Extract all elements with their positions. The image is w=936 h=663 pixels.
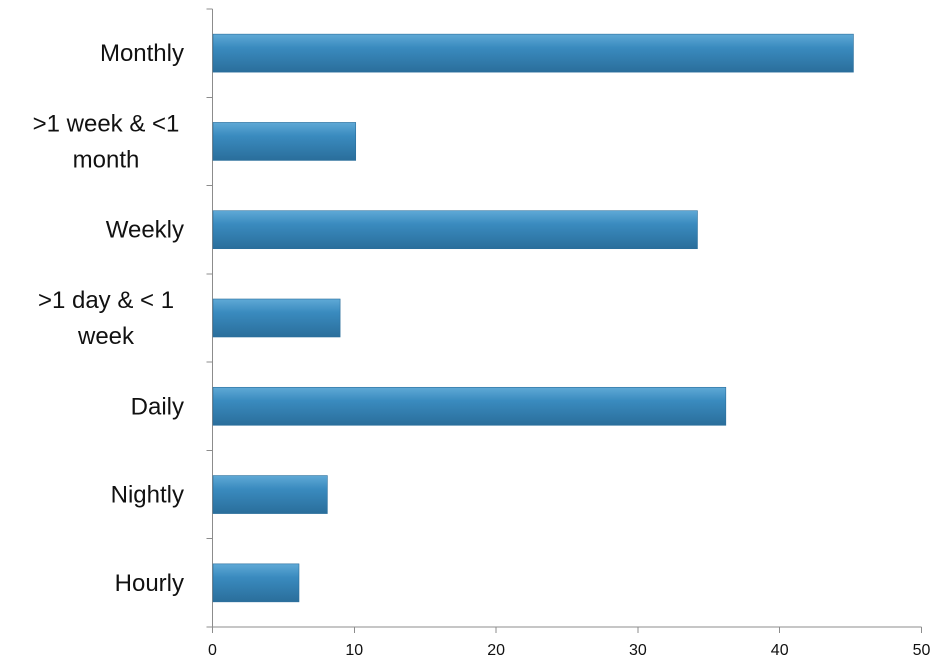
category-label-line: week: [77, 323, 135, 350]
bar: [212, 122, 357, 161]
category-label: >1 day & < 1 week: [38, 287, 174, 350]
category-label: Hourly: [115, 570, 184, 597]
category-label: Monthly: [100, 40, 184, 67]
category-label-line: >1 week & <1: [33, 110, 180, 137]
bar: [212, 298, 341, 338]
bar: [212, 386, 727, 426]
x-tick-label: 0: [208, 642, 217, 659]
category-label: Weekly: [106, 217, 184, 244]
plot-area: 0 10 20 30 40 50 Monthly >1 week & <1 month Weekl…: [33, 8, 931, 659]
category-label-line: Nightly: [111, 482, 184, 509]
category-label-line: month: [73, 146, 140, 173]
x-tick-label: 10: [345, 642, 363, 659]
category-label-line: Hourly: [115, 570, 184, 597]
x-tick-label: 50: [913, 642, 931, 659]
category-label: Nightly: [111, 482, 184, 509]
category-label-line: >1 day & < 1: [38, 287, 174, 314]
bar: [212, 210, 698, 250]
category-label: Daily: [131, 393, 184, 420]
category-label-line: Daily: [131, 393, 184, 420]
category-label-line: Weekly: [106, 217, 184, 244]
x-tick-label: 20: [487, 642, 505, 659]
category-label: >1 week & <1 month: [33, 110, 180, 173]
x-tick-label: 40: [771, 642, 789, 659]
category-label-line: Monthly: [100, 40, 184, 67]
x-tick-label: 30: [629, 642, 647, 659]
bar: [212, 33, 854, 73]
bar: [212, 563, 300, 603]
bar: [212, 475, 328, 514]
